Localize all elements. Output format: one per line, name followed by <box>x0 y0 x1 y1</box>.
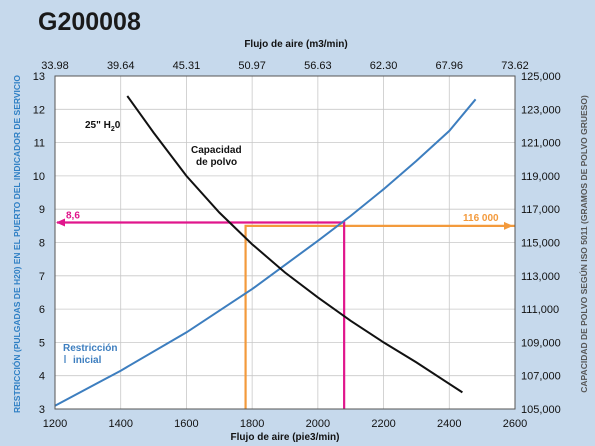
x-axis-title: Flujo de aire (pie3/min) <box>231 432 340 443</box>
x-tick-label: 2400 <box>437 418 461 430</box>
tick-labels: 1200 1400 1600 1800 2000 2200 2400 2600 33.98 39.… <box>33 60 561 430</box>
y-tick-label: 3 <box>39 404 45 416</box>
series-line-0 <box>54 98 477 407</box>
guide-lines <box>56 218 515 409</box>
series-label-line: inicial <box>73 355 102 366</box>
x-top-tick-label: 39.64 <box>107 60 135 72</box>
y2-tick-label: 107,000 <box>521 371 561 383</box>
y2-tick-label: 111,000 <box>521 304 559 316</box>
series-label-capacidad: Capacidad de polvo <box>191 145 242 168</box>
y-tick-label: 10 <box>33 171 45 183</box>
y2-tick-label: 105,000 <box>521 404 561 416</box>
y-tick-label: 7 <box>39 271 45 283</box>
y2-tick-label: 113,000 <box>521 271 560 283</box>
x-tick-label: 1800 <box>240 418 264 430</box>
x-tick-label: 2000 <box>306 418 330 430</box>
x-top-tick-label: 33.98 <box>41 60 69 72</box>
y-tick-label: 11 <box>34 138 45 150</box>
x-tick-label: 1400 <box>108 418 132 430</box>
y-tick-label: 12 <box>33 104 45 116</box>
guide-orange <box>244 224 515 409</box>
x-tick-label: 1600 <box>174 418 198 430</box>
annotation-116000: 116 000 <box>463 213 499 224</box>
series-label-restriccion: Restricción inicial <box>63 343 117 366</box>
annotation-part: 25" H <box>85 120 111 131</box>
x-top-tick-label: 45.31 <box>173 60 201 72</box>
x-top-tick-label: 62.30 <box>370 60 398 72</box>
series-label-line: Capacidad <box>191 145 242 156</box>
chart-title: G200008 <box>38 8 141 36</box>
annotation-part: 0 <box>115 120 121 131</box>
y-tick-label: 4 <box>39 371 45 383</box>
annotation-subscript: 2 <box>111 126 115 133</box>
y2-tick-label: 125,000 <box>521 71 561 83</box>
y-tick-label: 5 <box>39 337 45 349</box>
y2-tick-label: 109,000 <box>521 337 561 349</box>
x-top-tick-label: 50.97 <box>238 60 266 72</box>
x-tick-label: 1200 <box>43 418 67 430</box>
x-top-tick-label: 67.96 <box>436 60 464 72</box>
y-tick-label: 13 <box>33 71 45 83</box>
annotation-8-6: 8,6 <box>66 211 80 222</box>
x-tick-label: 2200 <box>371 418 395 430</box>
y2-tick-label: 121,000 <box>521 138 561 150</box>
y-tick-label: 6 <box>39 304 45 316</box>
y-tick-label: 9 <box>39 204 45 216</box>
x-top-tick-label: 56.63 <box>304 60 332 72</box>
series-group <box>54 95 477 407</box>
y-axis-title: RESTRICCIÓN (PULGADAS DE H20) EN EL PUER… <box>11 75 22 413</box>
y2-tick-label: 115,000 <box>521 238 560 250</box>
y2-tick-label: 117,000 <box>521 204 560 216</box>
x-tick-label: 2600 <box>503 418 527 430</box>
y2-tick-label: 123,000 <box>521 104 561 116</box>
series-label-line: Restricción <box>63 343 117 354</box>
plot-frame <box>54 75 516 410</box>
x-top-tick-label: 73.62 <box>501 60 529 72</box>
series-line-1 <box>126 95 463 394</box>
y2-axis-title: CAPACIDAD DE POLVO SEGÚN ISO 5011 (GRAMO… <box>578 95 589 393</box>
guide-magenta <box>57 221 346 409</box>
guide-orange-arrowhead <box>504 221 513 230</box>
y-tick-label: 8 <box>39 238 45 250</box>
guide-magenta-arrowhead <box>56 218 65 227</box>
series-label-line: de polvo <box>196 157 237 168</box>
annotations: Restricción inicial Capacidad de polvo 25" H… <box>63 120 499 366</box>
y2-tick-label: 119,000 <box>521 171 560 183</box>
annotation-25-h2o: 25" H20 <box>85 120 121 133</box>
x-top-axis-title: Flujo de aire (m3/min) <box>244 39 347 50</box>
